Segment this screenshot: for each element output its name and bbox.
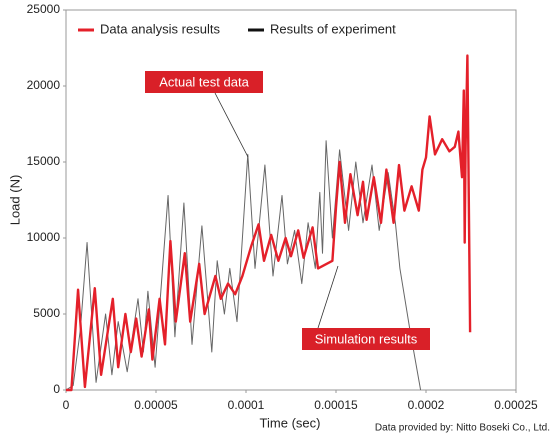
series-line — [65, 140, 422, 391]
annotation-box — [302, 328, 430, 350]
y-tick-label: 10000 — [27, 230, 61, 244]
annotation-box — [145, 71, 263, 93]
annotation-leader — [317, 265, 339, 329]
credit: Data provided by: Nitto Boseki Co., Ltd. — [375, 423, 550, 434]
x-tick-label: 0.0002 — [408, 398, 445, 412]
legend-label: Results of experiment — [270, 21, 396, 36]
series-line — [66, 54, 472, 392]
y-tick-label: 5000 — [33, 306, 60, 320]
y-axis-label: Load (N) — [7, 175, 22, 226]
x-axis-label: Time (sec) — [260, 415, 321, 430]
x-tick-label: 0.00025 — [494, 398, 538, 412]
legend-label: Data analysis results — [100, 21, 220, 36]
y-tick-label: 20000 — [27, 78, 61, 92]
annotation-text: Actual test data — [159, 74, 249, 89]
x-tick-label: 0.0001 — [228, 398, 265, 412]
x-tick-label: 0 — [63, 398, 70, 412]
y-tick-label: 25000 — [27, 2, 61, 16]
y-tick-label: 15000 — [27, 154, 61, 168]
x-tick-label: 0.00005 — [134, 398, 178, 412]
annotation-text: Simulation results — [315, 331, 418, 346]
y-tick-label: 0 — [53, 382, 60, 396]
plot-frame — [65, 9, 517, 391]
annotation-leader — [214, 92, 249, 158]
x-tick-label: 0.00015 — [314, 398, 358, 412]
